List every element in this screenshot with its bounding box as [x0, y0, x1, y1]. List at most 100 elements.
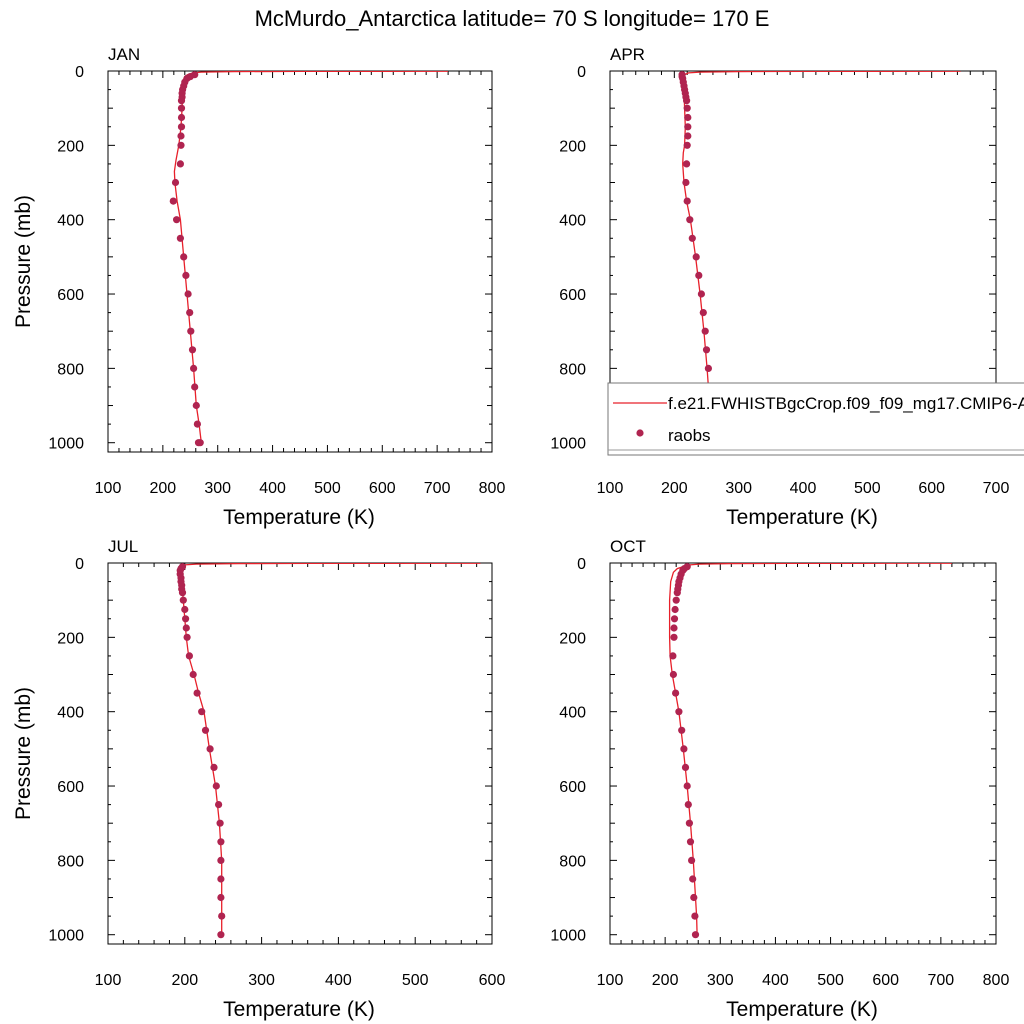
raobs-marker [189, 670, 197, 679]
y-axis-label: Pressure (mb) [12, 195, 35, 328]
y-tick-label: 1000 [48, 928, 84, 945]
y-tick-label: 200 [559, 138, 586, 155]
plot-area [169, 71, 449, 447]
raobs-marker [692, 253, 700, 261]
raobs-marker [672, 689, 680, 697]
x-axis-label: Temperature (K) [223, 506, 375, 529]
raobs-marker [697, 290, 706, 298]
y-tick-label: 600 [559, 287, 586, 304]
raobs-marker [193, 420, 201, 428]
raobs-marker [177, 123, 186, 131]
x-tick-label: 300 [725, 480, 752, 497]
raobs-marker [684, 132, 692, 140]
x-tick-label: 800 [983, 972, 1010, 989]
raobs-marker [704, 364, 713, 372]
x-tick-label: 200 [150, 480, 177, 497]
raobs-marker [669, 670, 678, 679]
y-tick-label: 400 [57, 705, 84, 722]
raobs-marker [685, 819, 694, 827]
y-tick-label: 600 [57, 779, 84, 796]
raobs-marker [669, 652, 677, 660]
raobs-marker [177, 141, 185, 149]
y-tick-label: 0 [577, 556, 586, 573]
raobs-marker [193, 689, 201, 697]
raobs-marker [684, 801, 692, 809]
raobs-marker [210, 763, 218, 772]
panel-title: JUL [108, 537, 138, 556]
x-tick-label: 600 [479, 972, 506, 989]
raobs-marker [201, 726, 210, 734]
model-profile-line [180, 563, 481, 935]
y-tick-label: 200 [57, 138, 84, 155]
x-tick-label: 500 [402, 972, 429, 989]
raobs-marker [186, 309, 194, 317]
y-tick-label: 0 [75, 64, 84, 81]
x-tick-label: 300 [248, 972, 275, 989]
y-tick-label: 800 [559, 361, 586, 378]
raobs-marker [181, 605, 189, 614]
raobs-marker [691, 912, 699, 920]
raobs-marker [691, 931, 700, 939]
x-tick-label: 600 [872, 972, 899, 989]
x-tick-label: 700 [983, 480, 1010, 497]
panel-jan: 100 200 300 400 500 600 700 800 0 200 400 600 800 100… [12, 45, 505, 529]
x-tick-label: 600 [369, 480, 396, 497]
raobs-marker [176, 160, 184, 168]
x-tick-label: 100 [95, 972, 122, 989]
y-tick-label: 600 [559, 779, 586, 796]
panel-title: JAN [108, 45, 140, 64]
raobs-marker [670, 633, 678, 641]
plot-frame [107, 70, 493, 453]
raobs-marker [675, 708, 683, 716]
x-tick-label: 200 [652, 972, 679, 989]
panel-apr: 100 200 300 400 500 600 700 0 200 400 600 800 1000 AP… [550, 45, 1024, 529]
raobs-marker [192, 401, 200, 410]
raobs-marker [176, 234, 184, 242]
x-tick-label: 200 [171, 972, 198, 989]
panel-title: APR [610, 45, 645, 64]
x-tick-label: 800 [479, 480, 506, 497]
x-axis-label: Temperature (K) [726, 506, 878, 529]
x-tick-label: 400 [790, 480, 817, 497]
raobs-marker [185, 652, 193, 660]
legend-box [607, 382, 1024, 456]
raobs-marker [190, 364, 198, 372]
raobs-marker [173, 216, 181, 224]
y-tick-label: 400 [559, 213, 586, 230]
x-tick-label: 100 [597, 972, 624, 989]
y-tick-label: 1000 [550, 436, 586, 453]
raobs-marker [206, 745, 214, 753]
x-tick-label: 100 [95, 480, 122, 497]
x-tick-label: 200 [661, 480, 688, 497]
raobs-marker [217, 893, 225, 902]
raobs-marker [218, 912, 226, 920]
raobs-marker [690, 893, 698, 902]
x-tick-label: 500 [854, 480, 881, 497]
raobs-marker [196, 439, 204, 447]
raobs-marker [670, 624, 678, 632]
raobs-marker [217, 838, 225, 846]
x-tick-label: 100 [597, 480, 624, 497]
plot-frame [609, 562, 997, 945]
raobs-marker [217, 931, 225, 939]
y-tick-label: 800 [559, 853, 586, 870]
y-tick-label: 200 [57, 630, 84, 647]
x-tick-label: 300 [204, 480, 231, 497]
raobs-marker [671, 605, 679, 614]
raobs-marker [683, 782, 691, 790]
x-axis-label: Temperature (K) [223, 998, 375, 1021]
raobs-marker [701, 327, 709, 335]
raobs-marker [686, 216, 694, 224]
raobs-marker [682, 178, 690, 187]
raobs-marker [184, 290, 192, 298]
x-tick-label: 400 [259, 480, 286, 497]
panel-jul: 100 200 300 400 500 600 0 200 400 600 800 1000 JUL Te… [12, 537, 505, 1021]
raobs-marker [702, 346, 711, 354]
raobs-marker [689, 875, 697, 883]
raobs-marker [180, 253, 188, 261]
y-tick-label: 200 [559, 630, 586, 647]
raobs-marker [171, 178, 180, 187]
raobs-marker [673, 589, 681, 597]
raobs-marker [178, 589, 187, 597]
raobs-marker [670, 615, 679, 623]
